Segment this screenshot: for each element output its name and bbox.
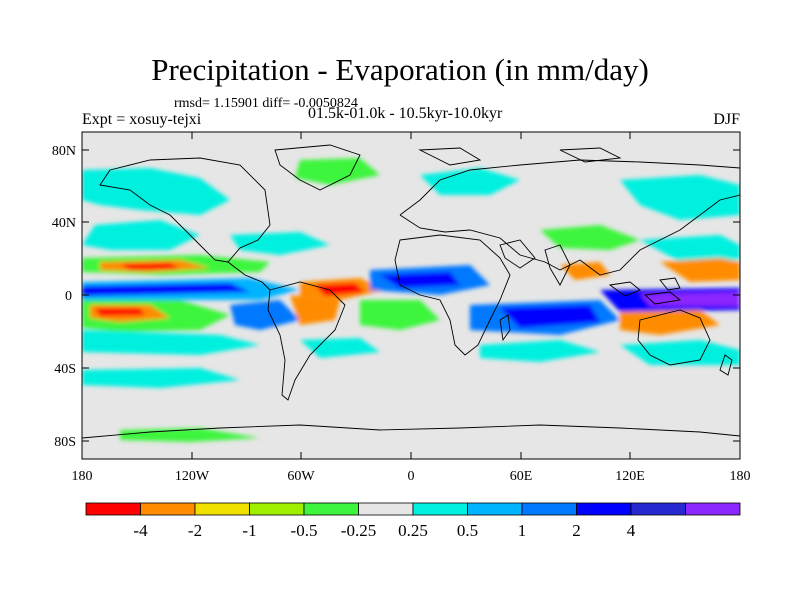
colorbar-label-9: 2: [572, 521, 581, 540]
lat-label-0: 0: [65, 289, 72, 304]
map-panel: [82, 132, 740, 459]
lat-label-40s: 40S: [54, 362, 76, 377]
colorbar-swatch-2: [140, 502, 196, 516]
colorbar-swatch-6: [358, 502, 414, 516]
pe-field: [82, 158, 740, 442]
coastlines: [82, 144, 740, 439]
colorbar-label-1: -4: [133, 521, 148, 540]
rmsd-stats: rmsd= 1.15901 diff= -0.0050824: [174, 96, 358, 111]
colorbar-label-3: -1: [242, 521, 256, 540]
colorbar-label-7: 0.5: [457, 521, 478, 540]
colorbar-swatch-11: [630, 502, 686, 516]
colorbar: -4 -2 -1 -0.5 -0.25 0.25 0.5 1 2 4: [85, 502, 741, 540]
colorbar-label-6: 0.25: [398, 521, 428, 540]
lon-label-180w: 180: [72, 469, 93, 484]
lon-label-60e: 60E: [510, 469, 533, 484]
lon-label-120e: 120E: [615, 469, 645, 484]
colorbar-label-8: 1: [518, 521, 527, 540]
colorbar-label-10: 4: [627, 521, 636, 540]
colorbar-label-4: -0.5: [291, 521, 318, 540]
colorbar-swatch-4: [249, 502, 305, 516]
colorbar-swatch-7: [412, 502, 468, 516]
lat-label-40n: 40N: [52, 216, 76, 231]
lat-ticks: [82, 149, 740, 442]
lon-ticks: [81, 132, 741, 459]
lon-label-180e: 180: [730, 469, 751, 484]
lon-label-60w: 60W: [287, 469, 315, 484]
colorbar-swatch-3: [194, 502, 250, 516]
experiment-label: Expt = xosuy-tejxi: [82, 111, 202, 128]
colorbar-label-2: -2: [188, 521, 202, 540]
colorbar-swatch-9: [521, 502, 577, 516]
lat-label-80n: 80N: [52, 144, 76, 159]
colorbar-swatch-5: [303, 502, 359, 516]
colorbar-label-5: -0.25: [341, 521, 376, 540]
lat-label-80s: 80S: [54, 435, 76, 450]
period-label: 01.5k-01.0k - 10.5kyr-10.0kyr: [308, 105, 503, 122]
colorbar-swatch-8: [467, 502, 523, 516]
colorbar-swatch-10: [576, 502, 632, 516]
plot-title: Precipitation - Evaporation (in mm/day): [151, 52, 649, 87]
lon-label-0: 0: [408, 469, 415, 484]
season-label: DJF: [713, 111, 740, 128]
lon-label-120w: 120W: [175, 469, 210, 484]
colorbar-swatch-12: [685, 502, 741, 516]
colorbar-swatch-1: [85, 502, 141, 516]
